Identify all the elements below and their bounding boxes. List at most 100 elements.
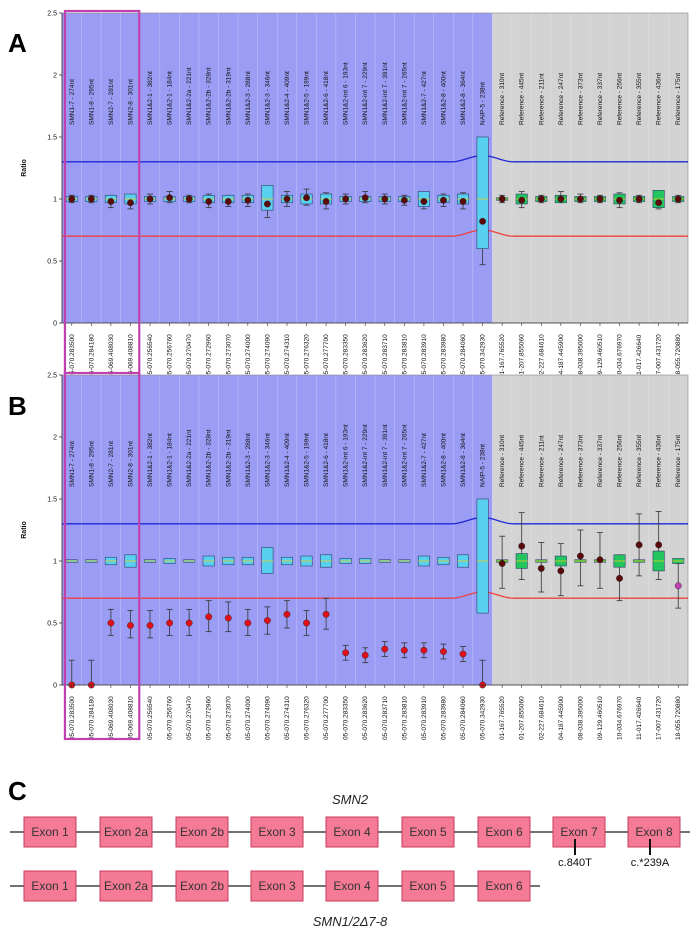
- probe-label: Reference - 337nt: [597, 435, 604, 487]
- exon-label-bottom: Exon 3: [258, 879, 296, 893]
- probe-label: SMN1&2-int 6 - 193nt: [343, 62, 350, 125]
- exon-label-bottom: Exon 2b: [180, 879, 224, 893]
- probe-label: SMN1&2-8 - 400nt: [440, 433, 447, 487]
- location-label: 11-017.426640: [636, 334, 643, 378]
- location-label: 05-070.283810: [401, 334, 408, 378]
- gene-label-top: SMN2: [332, 792, 369, 807]
- exon-label-top: Exon 4: [333, 825, 371, 839]
- data-point: [596, 556, 604, 564]
- location-label: 05-070.283350: [343, 696, 350, 740]
- probe-label: Reference - 175nt: [675, 73, 682, 125]
- exon-box-top: [477, 816, 531, 848]
- data-point: [185, 195, 193, 203]
- location-label: 17-007.431720: [656, 696, 663, 740]
- panel-a-chart: 0 0.5 1 1.5 2 2.5 Ratio SMN1-7 - 274nt SMN1-8 - …: [21, 9, 689, 379]
- probe-label: SMN1&2-4 - 409nt: [284, 433, 291, 487]
- probe-label: SMN1&2-5 - 199nt: [304, 71, 311, 125]
- location-label: 05-069.408810: [127, 696, 134, 740]
- probe-label: SMN1&2-3 - 288nt: [245, 71, 252, 125]
- location-label: 05-070.274310: [284, 334, 291, 378]
- location-label: 05-070.276320: [304, 696, 311, 740]
- y-tick-label: 0: [53, 321, 57, 328]
- probe-label: Reference - 211nt: [538, 435, 545, 487]
- probe-label: SMN1&2-int 6 - 193nt: [343, 424, 350, 487]
- data-point: [498, 560, 506, 567]
- location-label: 05-069.408030: [108, 696, 115, 740]
- data-point: [185, 619, 193, 627]
- location-label: 08-038.395000: [577, 696, 584, 740]
- location-label: 18-055.720880: [675, 696, 682, 740]
- probe-label: SMN2-8 - 301nt: [127, 79, 134, 125]
- exon-label-top: Exon 3: [258, 825, 296, 839]
- location-label: 09-129.460510: [597, 334, 604, 378]
- exon-box-bottom: [401, 870, 455, 902]
- probe-label: Reference - 373nt: [577, 435, 584, 487]
- location-label: 02-227.684610: [538, 334, 545, 378]
- location-label: 05-070.272960: [206, 334, 213, 378]
- gene-label-bottom: SMN1/2Δ7-8: [313, 914, 388, 929]
- data-point: [107, 198, 115, 205]
- location-label: 09-129.460510: [597, 696, 604, 740]
- probe-label: SMN1&2-int 7 - 229nt: [362, 424, 369, 487]
- probe-label: SMN1&2-2b - 328nt: [206, 429, 213, 487]
- y-tick-label: 0.5: [47, 621, 57, 628]
- panel-a-label: A: [8, 28, 27, 58]
- exon-label-bottom: Exon 2a: [104, 879, 148, 893]
- exon-label-bottom: Exon 6: [485, 879, 523, 893]
- data-point: [264, 617, 271, 624]
- location-label: 05-070.283500: [69, 696, 76, 740]
- data-point: [322, 198, 330, 205]
- mutation-label: c.*239A: [631, 857, 670, 869]
- data-point: [166, 194, 173, 202]
- data-point: [557, 195, 565, 203]
- location-label: 05-070.283910: [421, 696, 428, 740]
- location-label: 05-070.274090: [264, 696, 271, 740]
- data-point: [420, 646, 428, 654]
- probe-label: SMN1&2-int 7 - 391nt: [382, 424, 389, 487]
- exon-box-top: [23, 816, 77, 848]
- probe-label: SMN1&2-int 7 - 265nt: [401, 424, 408, 487]
- location-label: 10-034.676970: [617, 696, 624, 740]
- probe-label: SMN1&2-int 7 - 229nt: [362, 62, 369, 125]
- location-label: 05-070.276320: [304, 334, 311, 378]
- probe-label: SMN1&2-2a - 221nt: [186, 429, 193, 487]
- probe-label: SMN1&2-8 - 400nt: [440, 71, 447, 125]
- y-tick-label: 2: [53, 435, 57, 442]
- probe-label: SMN1&2-8 - 364nt: [460, 433, 467, 487]
- data-point: [400, 646, 408, 654]
- data-point: [303, 194, 310, 202]
- data-point: [87, 195, 95, 203]
- probe-label: SMN1-7 - 274nt: [69, 79, 76, 125]
- probe-label: SMN1&2-int 7 - 265nt: [401, 62, 408, 125]
- location-label: 05-070.284060: [460, 334, 467, 378]
- data-point: [283, 610, 291, 618]
- data-point: [596, 195, 604, 203]
- probe-label: Reference - 256nt: [617, 435, 624, 487]
- exon-label-top: Exon 6: [485, 825, 523, 839]
- probe-label: SMN2-7 - 281nt: [108, 441, 115, 487]
- location-label: 17-007.431720: [656, 334, 663, 378]
- lower-threshold-line: [62, 591, 688, 599]
- y-axis-label: Ratio: [21, 521, 28, 539]
- box-mark: [261, 185, 274, 211]
- location-label: 05-070.283500: [69, 334, 76, 378]
- data-point: [283, 195, 291, 203]
- exon-box-bottom: [99, 870, 153, 902]
- data-point: [342, 649, 350, 657]
- y-tick-label: 0: [53, 683, 57, 690]
- location-label: 05-070.283980: [440, 696, 447, 740]
- location-label: 05-070.283910: [421, 334, 428, 378]
- data-point: [146, 622, 154, 629]
- location-label: 05-070.283350: [343, 334, 350, 378]
- target-region-bg: [62, 375, 493, 685]
- exon-box-top: [99, 816, 153, 848]
- data-point: [361, 194, 369, 202]
- box-mark: [476, 136, 489, 249]
- reference-region-bg: [492, 13, 688, 323]
- data-point: [440, 196, 447, 204]
- data-point: [655, 541, 663, 549]
- probe-label: SMN2-8 - 301nt: [127, 441, 134, 487]
- probe-label: Reference - 211nt: [538, 73, 545, 125]
- location-label: 10-034.676970: [617, 334, 624, 378]
- probe-label: SMN1-8 - 295nt: [88, 441, 95, 487]
